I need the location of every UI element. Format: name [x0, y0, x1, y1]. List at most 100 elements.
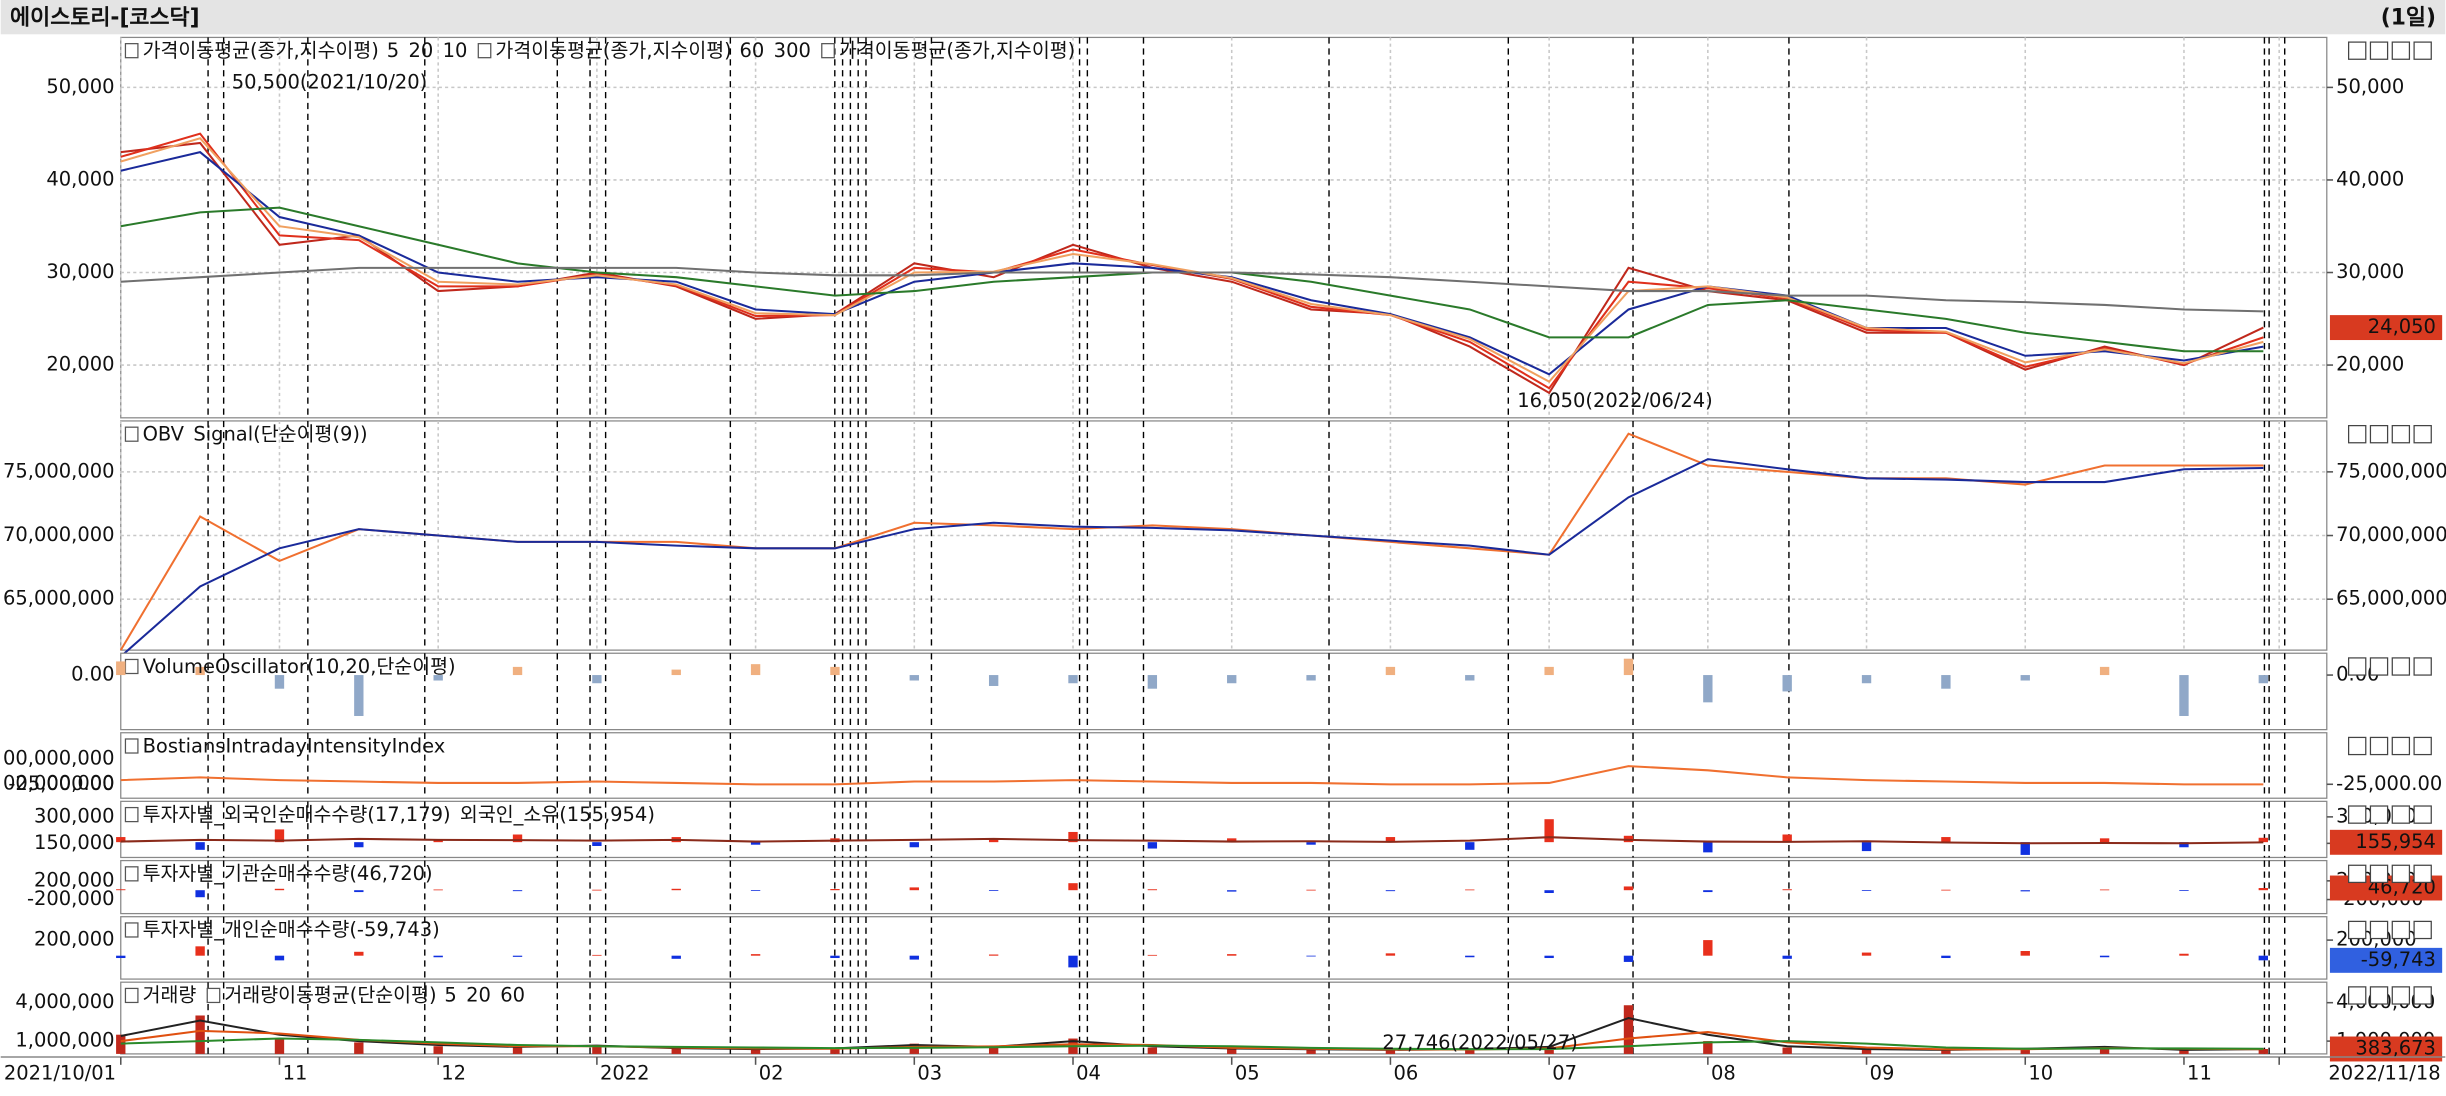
bar — [1068, 831, 1078, 843]
last-value-badge — [2329, 315, 2443, 341]
bar — [1703, 890, 1713, 893]
bar — [2020, 951, 2030, 956]
bar — [830, 889, 840, 891]
y-tick-label-right: 65,000,000 — [2336, 587, 2446, 610]
last-value-badge — [2329, 947, 2443, 973]
bar — [671, 888, 681, 891]
y-tick-label-left: 200,000 — [34, 868, 115, 891]
legend-label: 가격이동평균(종가,지수이평) — [495, 39, 731, 62]
panel-button[interactable] — [2347, 805, 2367, 824]
bar — [671, 669, 681, 676]
panel-button[interactable] — [2391, 986, 2411, 1005]
bar — [195, 890, 205, 898]
bar — [433, 1046, 443, 1054]
bar — [116, 955, 126, 959]
legend-entry: 5 — [444, 984, 456, 1007]
panel-button[interactable] — [2369, 736, 2389, 756]
bar — [750, 954, 761, 956]
x-tick-label: 06 — [1394, 1062, 1419, 1085]
bar — [1068, 955, 1078, 968]
panel-button[interactable] — [2369, 920, 2389, 940]
panel-button[interactable] — [2369, 657, 2389, 676]
bar — [1147, 1047, 1158, 1054]
x-tick-label: 08 — [1711, 1062, 1736, 1085]
window-title: 에이스토리-[코스닥] — [10, 6, 200, 31]
panel-button[interactable] — [2347, 864, 2367, 884]
bar — [1147, 675, 1158, 689]
panel-button[interactable] — [2369, 41, 2389, 60]
legend-entry: 300 — [774, 39, 811, 62]
bar — [1782, 955, 1792, 959]
series-line — [120, 137, 2264, 383]
bar — [1941, 837, 1951, 843]
panel-button[interactable] — [2347, 736, 2367, 756]
panel-button[interactable] — [2369, 805, 2389, 824]
panel-button[interactable] — [2369, 864, 2389, 884]
bar — [2179, 842, 2189, 848]
panel-button[interactable] — [2413, 424, 2432, 444]
bar — [830, 955, 840, 959]
legend-entry: 외국인_소유(155,954) — [460, 803, 655, 826]
bar — [1703, 1041, 1713, 1054]
bar — [750, 1049, 761, 1054]
panel-button[interactable] — [2391, 41, 2411, 60]
bar — [2179, 675, 2189, 716]
panel-button[interactable] — [2347, 657, 2367, 676]
panel-button[interactable] — [2413, 986, 2432, 1005]
bar — [1544, 819, 1554, 843]
bar — [2099, 666, 2110, 676]
legend-entry: 60 — [500, 984, 525, 1007]
legend-entry: 20 — [408, 39, 433, 62]
panel-button[interactable] — [2391, 657, 2411, 676]
panel-button[interactable] — [2413, 41, 2432, 60]
panel-button[interactable] — [2413, 920, 2432, 940]
panel-button[interactable] — [2347, 424, 2367, 444]
panel-button[interactable] — [2391, 805, 2411, 824]
y-tick-label-left: 00,000,000 — [3, 772, 114, 795]
panel-button[interactable] — [2391, 424, 2411, 444]
bar — [1147, 954, 1158, 956]
bar — [2099, 955, 2110, 958]
bar — [750, 842, 761, 845]
x-tick-label: 2022 — [600, 1062, 650, 1085]
bar — [274, 829, 285, 843]
bar — [274, 1038, 285, 1054]
bar — [1544, 955, 1554, 959]
panel-button[interactable] — [2391, 864, 2411, 884]
legend-checkbox — [124, 658, 139, 675]
y-tick-label-left: 150,000 — [34, 831, 115, 854]
bar — [1147, 842, 1158, 849]
x-tick-label: 09 — [1870, 1062, 1895, 1085]
bar — [1623, 1005, 1634, 1054]
panel-frame — [120, 652, 2328, 731]
y-tick-label-left: -25,000.00 — [8, 772, 114, 795]
bar — [1465, 889, 1475, 891]
panel-button[interactable] — [2369, 986, 2389, 1005]
bar — [988, 954, 999, 956]
panel-frame — [120, 800, 2328, 859]
panel-button[interactable] — [2369, 424, 2389, 444]
bar — [2020, 1048, 2030, 1054]
bar — [1306, 675, 1316, 681]
bar — [1941, 889, 1951, 891]
bar — [592, 842, 602, 846]
bar — [909, 887, 919, 891]
panel-button[interactable] — [2413, 736, 2432, 756]
panel-button[interactable] — [2347, 41, 2367, 60]
x-tick-label: 10 — [2028, 1062, 2053, 1085]
panel-button[interactable] — [2347, 986, 2367, 1005]
bar — [274, 888, 285, 891]
bar — [1227, 1048, 1237, 1054]
y-tick-label-left: 00,000,000 — [3, 747, 114, 770]
panel-button[interactable] — [2413, 657, 2432, 676]
bar — [2020, 675, 2030, 681]
bar — [2099, 838, 2110, 843]
bar — [671, 955, 681, 959]
panel-button[interactable] — [2347, 920, 2367, 940]
panel-button[interactable] — [2391, 736, 2411, 756]
panel-button[interactable] — [2413, 805, 2432, 824]
panel-button[interactable] — [2413, 864, 2432, 884]
legend-label: 거래량이동평균(단순이평) — [224, 984, 436, 1007]
panel-button[interactable] — [2391, 920, 2411, 940]
bar — [354, 951, 364, 956]
